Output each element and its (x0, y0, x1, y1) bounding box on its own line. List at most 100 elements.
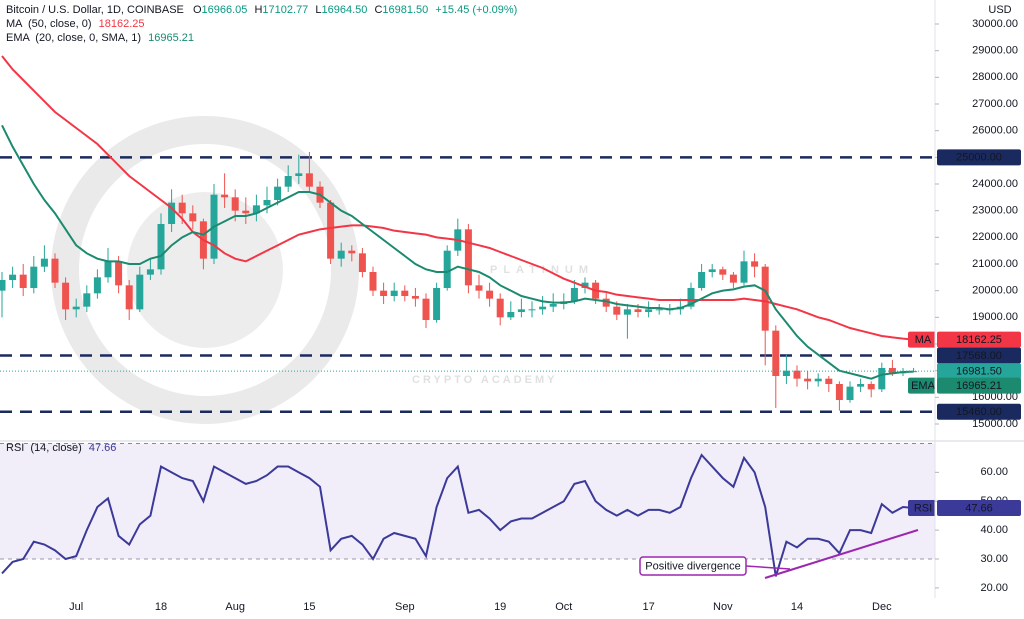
candle-body (857, 384, 865, 387)
rsi-band (0, 443, 935, 559)
annotation-box (639, 556, 747, 576)
candle-body (30, 266, 38, 288)
legend-params: (14, close) (30, 442, 81, 454)
symbol: Bitcoin / U.S. Dollar, 1D, COINBASE (6, 4, 184, 16)
candle-body (125, 285, 133, 310)
candle-body (305, 173, 313, 187)
ohlc-value: 17102.77 (262, 4, 308, 16)
legend-params: (50, close, 0) (28, 18, 92, 30)
level-badge (937, 347, 1021, 364)
candle-body (231, 197, 239, 211)
candle-body (878, 368, 886, 390)
candle-body (93, 277, 101, 294)
legend-value: 18162.25 (99, 18, 145, 30)
candle-body (867, 384, 875, 390)
y-tick-label: 60.00 (980, 466, 1008, 478)
y-tick-label: 29000.00 (972, 45, 1018, 57)
candle-body (740, 261, 748, 283)
candle-body (411, 296, 419, 299)
candle-body (751, 261, 759, 267)
watermark-logo (51, 116, 359, 424)
y-tick-label: 23000.00 (972, 205, 1018, 217)
last-price-badge-value: 16981.50 (956, 366, 1002, 378)
last-price-badge (937, 363, 1021, 380)
watermark-text: PLATINUM (490, 264, 594, 276)
candle-body (146, 269, 154, 275)
x-tick-label: 19 (494, 601, 506, 613)
ma-badge-value: 18162.25 (956, 334, 1002, 346)
x-tick-label: Dec (872, 601, 892, 613)
candle-body (804, 378, 812, 382)
y-tick-label: 22000.00 (972, 231, 1018, 243)
candle-body (443, 250, 451, 288)
candle-body (761, 266, 769, 331)
candle-body (0, 280, 6, 291)
y-tick-label: 15000.00 (972, 418, 1018, 430)
change: +15.45 (+0.09%) (435, 4, 517, 16)
legend-value: 16965.21 (148, 32, 194, 44)
candle-body (327, 202, 335, 259)
ohlc-prefix: L (315, 4, 321, 16)
candle-body (793, 370, 801, 379)
candle-body (72, 306, 80, 310)
watermark: PLATINUM CRYPTO ACADEMY (51, 116, 594, 424)
ma-tag-bg (908, 331, 938, 348)
candle-body (846, 386, 854, 400)
candle-body (390, 290, 398, 296)
level-badge (937, 403, 1021, 420)
candle-body (433, 288, 441, 320)
level-label: 15460.00 (956, 406, 1002, 418)
x-tick-label: Aug (225, 601, 245, 613)
candle-body (825, 378, 833, 384)
candle-body (464, 229, 472, 286)
ema-line (1, 124, 914, 380)
level-badge (937, 149, 1021, 166)
level-label: 25000.00 (956, 152, 1002, 164)
x-tick-label: 17 (642, 601, 654, 613)
candle-body (422, 298, 430, 320)
header: Bitcoin / U.S. Dollar, 1D, COINBASE O 169… (6, 4, 517, 454)
candle-body (655, 309, 663, 311)
ohlc-prefix: O (193, 4, 202, 16)
y-tick-label: 28000.00 (972, 71, 1018, 83)
y-tick-label: 20.00 (980, 582, 1008, 594)
candle-body (719, 269, 727, 275)
x-tick-label: 18 (155, 601, 167, 613)
candle-body (51, 258, 59, 283)
ohlc-value: 16981.50 (382, 4, 428, 16)
candle-body (62, 282, 70, 310)
candle-body (401, 290, 409, 296)
candle-body (539, 306, 547, 310)
annotation-connector (745, 565, 791, 570)
candle-body (115, 261, 123, 286)
watermark-text: CRYPTO ACADEMY (412, 374, 558, 386)
legend-ma: MA (50, close, 0) 18162.25 (6, 18, 145, 30)
candle-body (263, 200, 271, 206)
candle-body (687, 288, 695, 307)
annotation: Positive divergence MA EMA RSI (639, 331, 938, 579)
candle-body (814, 378, 822, 382)
y-tick-label: 27000.00 (972, 98, 1018, 110)
candle-body (782, 370, 790, 376)
x-tick-label: Oct (555, 601, 572, 613)
y-tick-label: 30000.00 (972, 18, 1018, 30)
ohlc-value: 16964.50 (322, 4, 368, 16)
candle-body (274, 186, 282, 200)
y-tick-label: 16000.00 (972, 391, 1018, 403)
candle-body (157, 224, 165, 270)
candle-body (645, 309, 653, 312)
candle-body (507, 312, 515, 318)
divergence-trendline (764, 529, 919, 579)
y-tick-label: 21000.00 (972, 258, 1018, 270)
legend-name: EMA (6, 32, 31, 44)
y-tick-label: 20000.00 (972, 285, 1018, 297)
y-tick-label: 24000.00 (972, 178, 1018, 190)
candle-body (40, 258, 48, 267)
candle-body (517, 309, 525, 312)
y-tick-label: 26000.00 (972, 125, 1018, 137)
rsi-tag-bg (908, 499, 938, 516)
candle-body (496, 298, 504, 318)
